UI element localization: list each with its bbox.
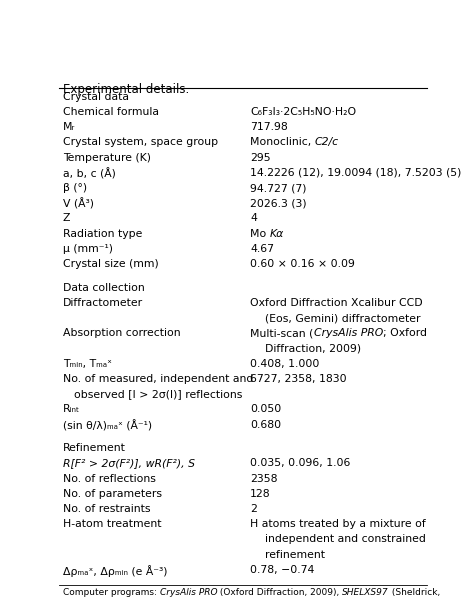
Text: Mo: Mo (250, 229, 270, 238)
Text: 0.408, 1.000: 0.408, 1.000 (250, 359, 319, 369)
Text: V (Å³): V (Å³) (63, 198, 94, 210)
Text: 0.60 × 0.16 × 0.09: 0.60 × 0.16 × 0.09 (250, 259, 355, 269)
Text: Crystal system, space group: Crystal system, space group (63, 137, 218, 147)
Text: Temperature (K): Temperature (K) (63, 153, 151, 162)
Text: Data collection: Data collection (63, 283, 145, 293)
Text: a, b, c (Å): a, b, c (Å) (63, 168, 116, 179)
Text: Monoclinic,: Monoclinic, (250, 137, 315, 147)
Text: (sin θ/λ)ₘₐˣ (Å⁻¹): (sin θ/λ)ₘₐˣ (Å⁻¹) (63, 420, 152, 431)
Text: (Eos, Gemini) diffractometer: (Eos, Gemini) diffractometer (265, 313, 420, 323)
Text: C₆F₃I₃·2C₅H₅NO·H₂O: C₆F₃I₃·2C₅H₅NO·H₂O (250, 107, 356, 117)
Text: SHELXS97: SHELXS97 (342, 588, 389, 597)
Text: H atoms treated by a mixture of: H atoms treated by a mixture of (250, 519, 426, 530)
Text: Absorption correction: Absorption correction (63, 328, 181, 338)
Text: Radiation type: Radiation type (63, 229, 142, 238)
Text: 6727, 2358, 1830: 6727, 2358, 1830 (250, 374, 347, 384)
Text: Experimental details.: Experimental details. (63, 83, 189, 96)
Text: 717.98: 717.98 (250, 122, 288, 132)
Text: Chemical formula: Chemical formula (63, 107, 159, 117)
Text: Rᵢₙₜ: Rᵢₙₜ (63, 404, 80, 415)
Text: 14.2226 (12), 19.0094 (18), 7.5203 (5): 14.2226 (12), 19.0094 (18), 7.5203 (5) (250, 168, 462, 178)
Text: 2: 2 (250, 504, 257, 514)
Text: C2/c: C2/c (315, 137, 339, 147)
Text: Diffractometer: Diffractometer (63, 298, 143, 308)
Text: 0.78, −0.74: 0.78, −0.74 (250, 565, 315, 575)
Text: Kα: Kα (270, 229, 284, 238)
Text: ; Oxford: ; Oxford (383, 328, 427, 338)
Text: (Sheldrick,: (Sheldrick, (389, 588, 440, 597)
Text: (Oxford Diffraction, 2009),: (Oxford Diffraction, 2009), (217, 588, 342, 597)
Text: 0.680: 0.680 (250, 420, 282, 429)
Text: H-atom treatment: H-atom treatment (63, 519, 162, 530)
Text: CrysAlis PRO: CrysAlis PRO (313, 328, 383, 338)
Text: Multi-scan (: Multi-scan ( (250, 328, 313, 338)
Text: 2026.3 (3): 2026.3 (3) (250, 198, 307, 208)
Text: 2358: 2358 (250, 474, 278, 483)
Text: independent and constrained: independent and constrained (265, 534, 426, 544)
Text: Δρₘₐˣ, Δρₘᵢₙ (e Å⁻³): Δρₘₐˣ, Δρₘᵢₙ (e Å⁻³) (63, 565, 167, 577)
Text: Z: Z (63, 213, 71, 223)
Text: observed [I > 2σ(I)] reflections: observed [I > 2σ(I)] reflections (74, 389, 242, 399)
Text: Diffraction, 2009): Diffraction, 2009) (265, 344, 361, 353)
Text: Tₘᵢₙ, Tₘₐˣ: Tₘᵢₙ, Tₘₐˣ (63, 359, 112, 369)
Text: Computer programs:: Computer programs: (63, 588, 160, 597)
Text: Mᵣ: Mᵣ (63, 122, 75, 132)
Text: No. of restraints: No. of restraints (63, 504, 150, 514)
Text: 128: 128 (250, 489, 271, 499)
Text: 0.050: 0.050 (250, 404, 282, 415)
Text: No. of reflections: No. of reflections (63, 474, 156, 483)
Text: 0.035, 0.096, 1.06: 0.035, 0.096, 1.06 (250, 458, 351, 468)
Text: 4.67: 4.67 (250, 244, 274, 254)
Text: Refinement: Refinement (63, 443, 126, 453)
Text: 295: 295 (250, 153, 271, 162)
Text: No. of measured, independent and: No. of measured, independent and (63, 374, 253, 384)
Text: No. of parameters: No. of parameters (63, 489, 162, 499)
Text: Oxford Diffraction Xcalibur CCD: Oxford Diffraction Xcalibur CCD (250, 298, 423, 308)
Text: Crystal size (mm): Crystal size (mm) (63, 259, 159, 269)
Text: β (°): β (°) (63, 183, 87, 193)
Text: Crystal data: Crystal data (63, 92, 129, 102)
Text: 94.727 (7): 94.727 (7) (250, 183, 307, 193)
Text: μ (mm⁻¹): μ (mm⁻¹) (63, 244, 113, 254)
Text: 4: 4 (250, 213, 257, 223)
Text: refinement: refinement (265, 550, 325, 559)
Text: R[F² > 2σ(F²)], wR(F²), S: R[F² > 2σ(F²)], wR(F²), S (63, 458, 195, 468)
Text: CrysAlis PRO: CrysAlis PRO (160, 588, 217, 597)
